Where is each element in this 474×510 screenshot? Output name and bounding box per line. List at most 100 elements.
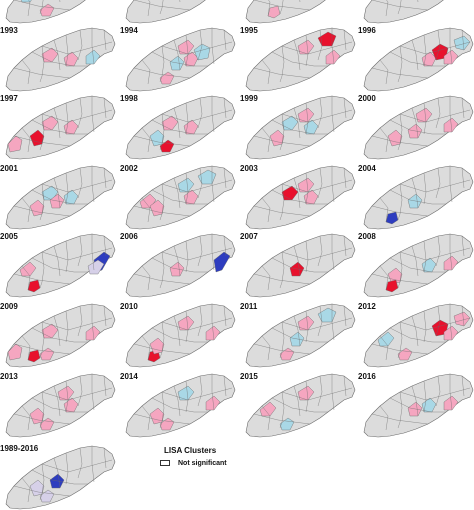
municipality-border (389, 397, 446, 413)
municipality-border (41, 317, 113, 331)
cluster-region (197, 169, 217, 185)
municipality-border (31, 51, 88, 67)
municipality-border (261, 405, 271, 431)
municipality-border (449, 234, 453, 271)
year-label: 1999 (240, 94, 258, 103)
municipality-border (53, 385, 61, 417)
map-panel: 2004 (358, 164, 474, 230)
year-label: 2011 (240, 302, 258, 311)
cluster-region (317, 31, 337, 47)
region-outline (5, 373, 116, 438)
cluster-region (259, 401, 277, 417)
map-svg (125, 95, 236, 160)
municipality-border (13, 413, 71, 425)
cluster-region (177, 385, 195, 401)
map-panel: 2012 (358, 302, 474, 368)
municipality-border (385, 0, 389, 17)
map-svg (245, 303, 356, 368)
municipality-border (173, 177, 181, 209)
cluster-region (29, 407, 45, 425)
municipality-border (379, 197, 389, 223)
cluster-region (297, 177, 315, 193)
municipality-border (343, 305, 347, 327)
municipality-border (411, 385, 419, 417)
map-svg (245, 0, 326, 24)
municipality-border (253, 343, 311, 355)
map-panel (120, 0, 238, 24)
municipality-border (161, 247, 233, 261)
municipality-border (53, 107, 61, 139)
map-svg (5, 303, 116, 368)
year-label: 2002 (120, 164, 138, 173)
municipality-border (371, 343, 429, 355)
municipality-border (103, 97, 107, 119)
municipality-border (281, 247, 353, 261)
municipality-border (411, 245, 419, 277)
municipality-border (343, 167, 347, 189)
region-outline (5, 27, 116, 92)
map-panel: 1996 (358, 26, 474, 92)
municipality-border (461, 375, 465, 397)
municipality-border (253, 0, 311, 11)
municipality-border (197, 305, 203, 337)
municipality-border (173, 107, 181, 139)
municipality-border (331, 166, 335, 203)
year-label: 1996 (358, 26, 376, 35)
legend-label: Not significant (178, 459, 227, 467)
municipality-border (133, 205, 191, 217)
municipality-border (389, 51, 446, 67)
map-panel: 1995 (240, 26, 358, 92)
cluster-region (279, 347, 295, 361)
map-svg (125, 303, 236, 368)
region-outline (5, 95, 116, 160)
municipality-border (253, 413, 311, 425)
map-panel: 2002 (120, 164, 238, 230)
year-label: 1993 (0, 26, 18, 35)
year-label: 2005 (0, 232, 18, 241)
municipality-border (281, 179, 353, 193)
municipality-border (77, 167, 83, 199)
cluster-region (297, 385, 315, 401)
municipality-border (39, 0, 44, 15)
municipality-border (253, 205, 311, 217)
municipality-border (317, 375, 323, 407)
map-panel: 2001 (0, 164, 118, 230)
map-svg (245, 233, 356, 298)
municipality-border (31, 189, 88, 205)
municipality-border (293, 315, 301, 347)
map-svg (363, 27, 474, 92)
region-outline (363, 27, 474, 92)
map-panel: 2010 (120, 302, 238, 368)
map-svg (5, 373, 116, 438)
municipality-border (161, 387, 233, 401)
legend: LISA Clusters Not significant (160, 446, 310, 474)
cluster-region (377, 331, 395, 347)
map-panel: 2013 (0, 372, 118, 438)
year-label: 1997 (0, 94, 18, 103)
municipality-border (211, 28, 215, 65)
municipality-border (261, 127, 271, 153)
municipality-border (399, 387, 471, 401)
region-outline (125, 303, 236, 368)
municipality-border (133, 67, 191, 79)
municipality-border (281, 317, 353, 331)
region-outline (363, 233, 474, 298)
municipality-border (293, 39, 301, 71)
cluster-region (39, 417, 55, 431)
municipality-border (267, 0, 271, 17)
municipality-border (39, 183, 45, 221)
municipality-border (53, 245, 61, 277)
municipality-border (449, 96, 453, 133)
municipality-border (159, 251, 165, 289)
map-svg (245, 373, 356, 438)
municipality-border (197, 97, 203, 129)
municipality-border (211, 374, 215, 411)
year-label: 2001 (0, 164, 18, 173)
year-label: 2014 (120, 372, 138, 381)
municipality-border (103, 29, 107, 51)
municipality-border (91, 96, 95, 133)
year-label: 2010 (120, 302, 138, 311)
map-panel: 1997 (0, 94, 118, 160)
municipality-border (91, 166, 95, 203)
cluster-region (29, 129, 45, 147)
